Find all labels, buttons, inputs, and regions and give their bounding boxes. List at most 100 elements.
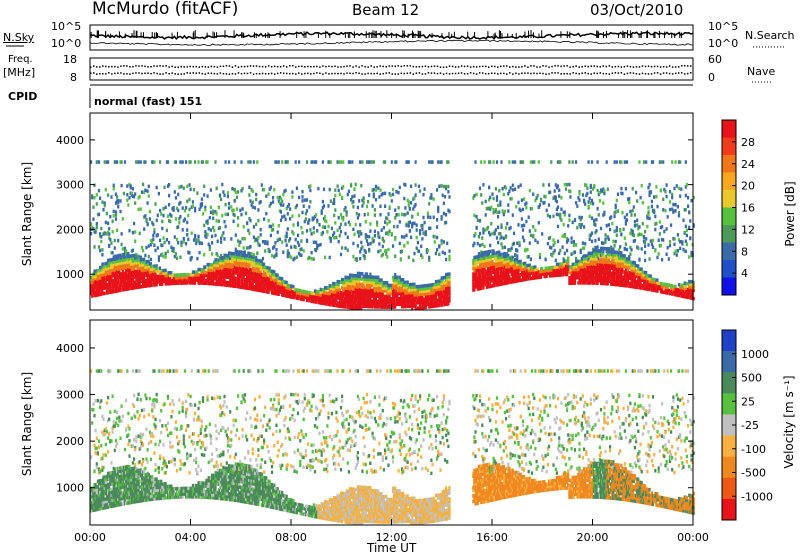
nave-point	[313, 73, 315, 75]
power-cell	[272, 223, 274, 227]
power-cell	[175, 217, 177, 221]
freq-point	[597, 66, 599, 68]
power-cell	[187, 214, 189, 218]
power-cell	[359, 223, 361, 227]
power-cell	[300, 226, 302, 230]
power-cell	[503, 213, 505, 217]
power-cell	[496, 211, 498, 215]
power-cell	[178, 186, 180, 190]
power-cell	[386, 217, 388, 221]
power-cell	[500, 236, 502, 240]
power-cell	[225, 160, 227, 164]
power-cell	[223, 220, 225, 224]
freq-point	[388, 65, 390, 67]
freq-point	[280, 66, 282, 68]
power-cell	[408, 204, 410, 208]
power-cell	[296, 204, 298, 208]
nave-point	[542, 73, 544, 75]
power-cell	[107, 160, 109, 164]
power-cell	[247, 160, 249, 164]
power-cell	[296, 187, 298, 191]
power-cell	[102, 208, 104, 212]
power-cell	[532, 193, 534, 197]
power-cell	[256, 252, 258, 256]
nave-point	[328, 73, 330, 75]
power-cell	[157, 233, 159, 237]
nave-point	[548, 73, 550, 75]
power-cell	[355, 223, 357, 227]
power-cell	[510, 186, 512, 190]
power-cell	[257, 236, 259, 240]
power-cell	[325, 220, 327, 224]
power-cell	[220, 240, 222, 244]
power-cell	[334, 188, 336, 192]
freq-point	[247, 66, 249, 68]
power-cell	[379, 213, 381, 217]
power-cell	[100, 235, 102, 239]
power-cell	[300, 254, 302, 258]
power-cell	[309, 228, 311, 232]
power-cell	[145, 219, 147, 223]
freq-point	[437, 66, 439, 68]
power-cell	[93, 184, 95, 188]
power-cell	[100, 227, 102, 231]
power-cell	[504, 246, 506, 250]
power-cell	[334, 194, 336, 198]
power-cell	[516, 249, 518, 253]
power-cell	[361, 204, 363, 208]
freq-point	[162, 65, 164, 67]
power-cell	[401, 235, 403, 239]
freq-point	[476, 66, 478, 68]
freq-point	[217, 66, 219, 68]
power-cell	[559, 160, 561, 164]
freq-point	[144, 66, 146, 68]
power-cell	[360, 184, 362, 188]
nave-point	[515, 72, 517, 74]
freq-point	[654, 66, 656, 68]
nave-point	[168, 73, 170, 75]
power-cell	[316, 229, 318, 233]
power-cell	[144, 160, 146, 164]
power-cell	[116, 160, 118, 164]
power-cell	[421, 227, 423, 231]
power-cell	[294, 257, 296, 261]
freq-point	[141, 65, 143, 67]
freq-point	[277, 66, 279, 68]
nave-point	[612, 72, 614, 74]
power-cell	[349, 223, 351, 227]
power-cell	[306, 209, 308, 213]
power-cell	[214, 160, 216, 164]
power-cell	[193, 188, 195, 192]
power-cell	[489, 196, 491, 200]
power-cell	[257, 208, 259, 212]
nave-point	[455, 73, 457, 75]
power-cell	[510, 226, 512, 230]
power-cell	[212, 226, 214, 230]
power-cell	[496, 195, 498, 199]
freq-point	[96, 66, 98, 68]
power-cell	[148, 244, 150, 248]
freq-point	[220, 66, 222, 68]
power-cell	[383, 226, 385, 230]
power-cell	[481, 243, 483, 247]
power-cell	[538, 221, 540, 225]
nave-point	[467, 73, 469, 75]
freq-point	[401, 66, 403, 68]
power-cell	[149, 210, 151, 214]
freq-point	[648, 65, 650, 67]
nave-point	[379, 73, 381, 75]
freq-point	[223, 66, 225, 68]
power-cell	[152, 234, 154, 238]
power-cell	[196, 191, 198, 195]
power-cell	[421, 224, 423, 228]
power-cell	[96, 226, 98, 230]
power-cell	[222, 231, 224, 235]
power-cell	[282, 193, 284, 197]
power-cell	[92, 205, 94, 209]
power-cell	[274, 241, 276, 245]
power-cell	[161, 244, 163, 248]
freq-point	[636, 66, 638, 68]
power-cell	[128, 196, 130, 200]
power-cell	[375, 198, 377, 202]
power-cell	[494, 232, 496, 236]
